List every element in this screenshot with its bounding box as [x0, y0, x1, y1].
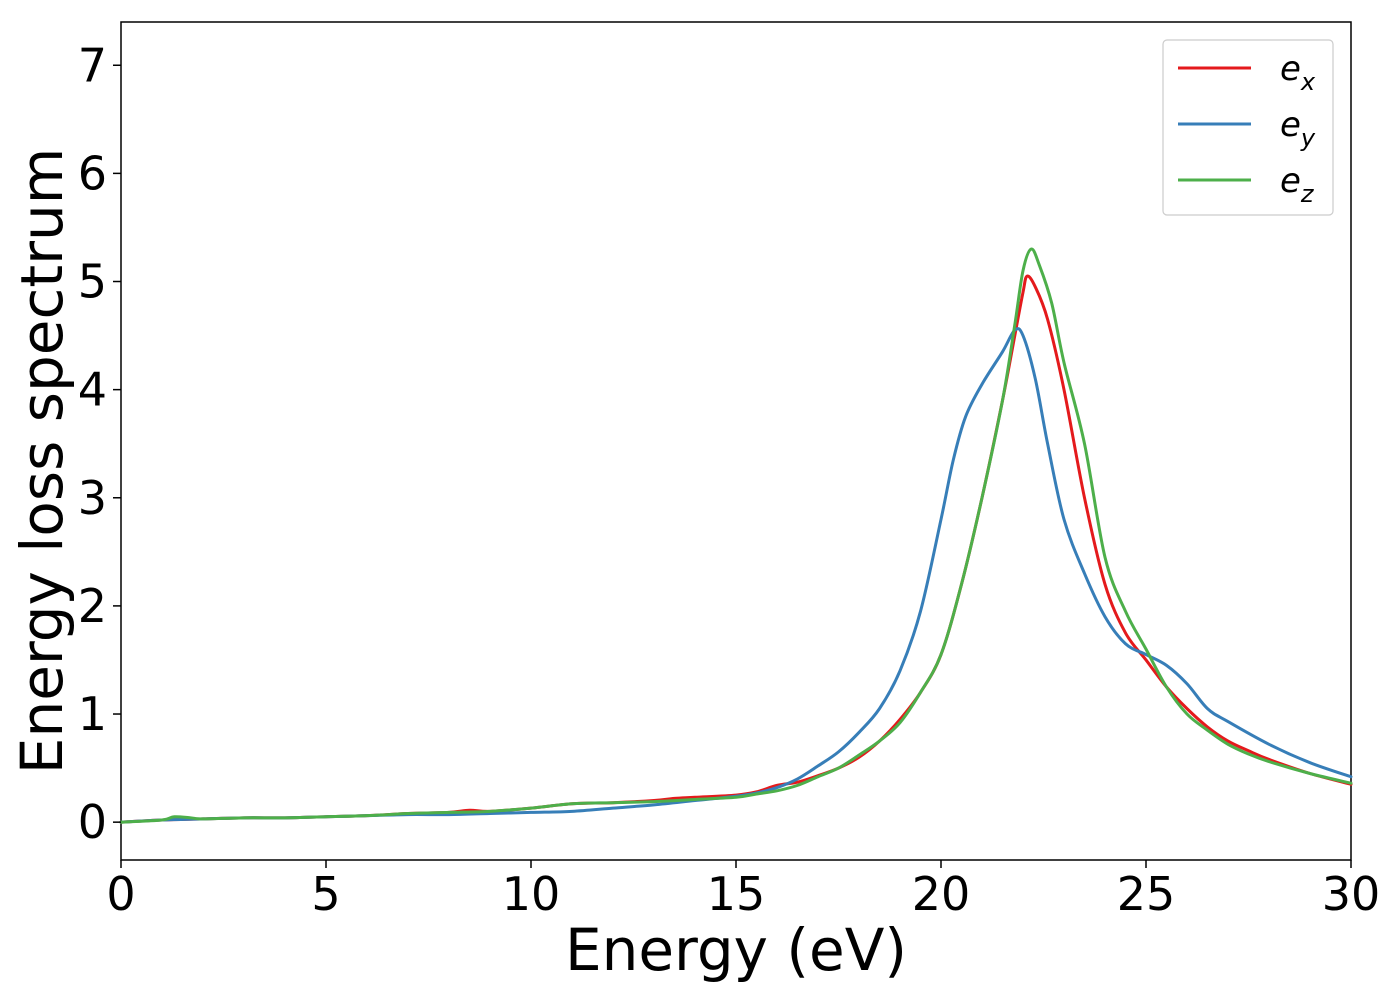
x-tick-label: 25: [1117, 867, 1176, 921]
x-axis: 0 5 10 15 20 25 30: [106, 860, 1380, 921]
legend-label-ey: ey: [1280, 105, 1316, 152]
y-tick-label: 5: [78, 255, 107, 309]
series-line-ex: [119, 274, 1353, 824]
legend-label-subscript: x: [1300, 68, 1316, 96]
legend-box: [1162, 39, 1334, 216]
legend-label-base: e: [1280, 161, 1301, 201]
y-tick-label: 0: [78, 795, 107, 849]
x-tick-label: 30: [1322, 867, 1381, 921]
series-line-ez: [119, 247, 1353, 824]
legend-label-ez: ez: [1280, 161, 1315, 208]
series-line-ey: [119, 327, 1353, 824]
y-tick-label: 6: [78, 146, 107, 200]
legend-label-subscript: y: [1300, 124, 1316, 152]
y-axis-title: Energy loss spectrum: [8, 148, 76, 774]
y-tick-label: 7: [78, 38, 107, 92]
legend-label-base: e: [1280, 105, 1301, 145]
series-layer: [119, 247, 1353, 824]
x-axis-title: Energy (eV): [565, 916, 907, 984]
x-tick-label: 5: [311, 867, 340, 921]
legend-label-base: e: [1280, 49, 1301, 89]
x-tick-label: 15: [707, 867, 766, 921]
legend-label-ex: ex: [1280, 49, 1316, 96]
y-axis: 0 1 2 3 4 5 6 7: [78, 38, 121, 849]
x-tick-label: 20: [912, 867, 971, 921]
y-tick-label: 1: [78, 687, 107, 741]
x-tick-label: 10: [502, 867, 561, 921]
y-tick-label: 2: [78, 579, 107, 633]
legend-label-subscript: z: [1300, 180, 1315, 208]
x-tick-label: 0: [106, 867, 135, 921]
y-tick-label: 3: [78, 471, 107, 525]
y-tick-label: 4: [78, 363, 107, 417]
